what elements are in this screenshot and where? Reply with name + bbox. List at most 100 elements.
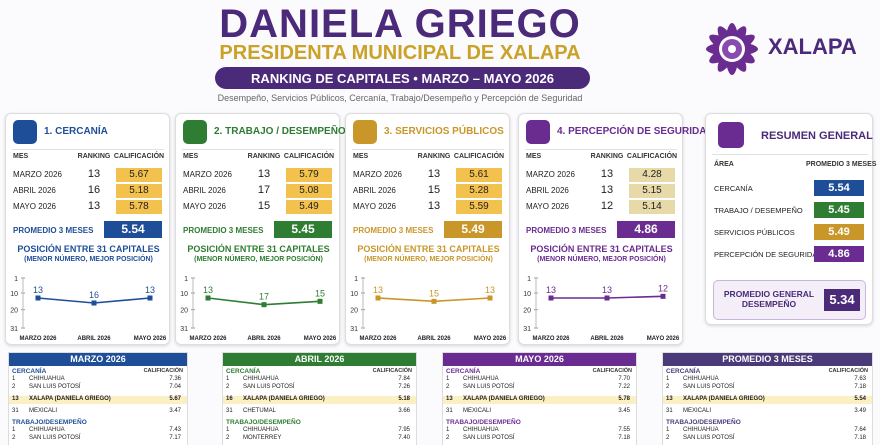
- ranking: 13: [600, 184, 614, 196]
- row-rank: 1: [12, 427, 16, 433]
- table-header: ABRIL 2026: [223, 353, 416, 366]
- row-name: CHIHUAHUA: [243, 376, 279, 382]
- table-title: MARZO 2026: [70, 354, 126, 364]
- row-name: XALAPA (DANIELA GRIEGO): [463, 396, 545, 402]
- ranking: 13: [427, 200, 441, 212]
- summary-icon: [718, 122, 744, 148]
- row-score: 3.45: [618, 408, 630, 414]
- average-label: PROMEDIO 3 MESES: [526, 226, 607, 235]
- y-tick-label: 10: [350, 291, 358, 298]
- area: TRABAJO / DESEMPEÑO: [714, 206, 803, 215]
- table-row: 1 CHIHUAHUA 7.36: [9, 376, 187, 384]
- row-name: CHIHUAHUA: [243, 427, 279, 433]
- average-label: PROMEDIO 3 MESES: [13, 226, 94, 235]
- section-title: CERCANÍA: [12, 368, 47, 375]
- y-tick-label: 31: [523, 326, 531, 333]
- column-header: MES: [526, 153, 542, 160]
- ranking-chart: 1 10 20 31 13 MARZO 2026 13 ABRIL 2026 12 MAYO 20…: [523, 276, 680, 342]
- rank-label: 15: [429, 288, 439, 298]
- x-tick-label: MARZO 2026: [19, 336, 57, 342]
- row-score: 5.54: [854, 396, 866, 402]
- score: 5.61: [456, 168, 502, 182]
- rank-point: [660, 293, 666, 299]
- y-tick-label: 1: [527, 276, 531, 283]
- month: MAYO 2026: [13, 202, 56, 211]
- x-tick-label: ABRIL 2026: [417, 336, 451, 342]
- table-row: 31 MEXICALI 3.45: [443, 408, 636, 416]
- row-name: CHETUMAL: [243, 408, 277, 414]
- row-score: 7.70: [618, 376, 630, 382]
- rank-point: [91, 300, 97, 306]
- row-name: SAN LUIS POTOSÍ: [683, 384, 735, 390]
- rank-label: 13: [145, 285, 155, 295]
- ranking: 13: [427, 168, 441, 180]
- section-title: CERCANÍA: [226, 368, 261, 375]
- rank-label: 12: [658, 283, 668, 293]
- row-rank: 1: [226, 376, 230, 382]
- table-title: MAYO 2026: [515, 354, 564, 364]
- row-score: 7.22: [618, 384, 630, 390]
- month: MAYO 2026: [526, 202, 569, 211]
- row-rank: 1: [446, 376, 450, 382]
- row-name: XALAPA (DANIELA GRIEGO): [29, 396, 111, 402]
- area: SERVICIOS PÚBLICOS: [714, 228, 795, 237]
- table-row: 1 CHIHUAHUA 7.84: [223, 376, 416, 384]
- table-row: 2 SAN LUIS POTOSÍ 7.22: [443, 384, 636, 392]
- row-name: CHIHUAHUA: [683, 376, 719, 382]
- general-label: PROMEDIO GENERAL DESEMPEÑO: [723, 289, 815, 309]
- rank-point: [487, 295, 493, 301]
- column-header: RANKING: [77, 153, 111, 160]
- row-rank: 2: [666, 435, 670, 441]
- x-tick-label: ABRIL 2026: [590, 336, 624, 342]
- row-rank: 13: [12, 396, 19, 402]
- y-tick-label: 20: [523, 308, 531, 315]
- table-row: 16 XALAPA (DANIELA GRIEGO) 5.18: [223, 396, 416, 404]
- row-rank: 2: [12, 384, 16, 390]
- title: DANIELA GRIEGO: [219, 2, 581, 46]
- position-title: POSICIÓN ENTRE 31 CAPITALES: [357, 244, 500, 254]
- x-tick-label: MAYO 2026: [647, 336, 680, 342]
- rank-label: 13: [33, 285, 43, 295]
- summary-panel: RESUMEN GENERAL ÁREA PROMEDIO 3 MESES CERCA…: [705, 113, 876, 325]
- x-tick-label: ABRIL 2026: [77, 336, 111, 342]
- table-row: 2 SAN LUIS POTOSÍ 7.26: [223, 384, 416, 392]
- row-name: CHIHUAHUA: [29, 376, 65, 382]
- column-header: RANKING: [590, 153, 624, 160]
- average-value: 5.45: [274, 221, 332, 238]
- row-score: 7.26: [398, 384, 410, 390]
- table-row: 1 CHIHUAHUA 7.63: [663, 376, 872, 384]
- row-rank: 1: [666, 427, 670, 433]
- y-tick-label: 31: [180, 326, 188, 333]
- row-name: MEXICALI: [683, 408, 712, 414]
- score: 5.67: [116, 168, 162, 182]
- ranking: 17: [257, 184, 271, 196]
- month: ABRIL 2026: [13, 186, 56, 195]
- panel-icon: [183, 120, 207, 144]
- table-row: 2 SAN LUIS POTOSÍ 7.18: [663, 435, 872, 443]
- row-name: CHIHUAHUA: [683, 427, 719, 433]
- table-row: 1 CHIHUAHUA 7.70: [443, 376, 636, 384]
- panel-title: 2. TRABAJO / DESEMPEÑO: [214, 126, 346, 137]
- month: ABRIL 2026: [353, 186, 396, 195]
- row-rank: 31: [666, 408, 673, 414]
- ranking: 13: [87, 168, 101, 180]
- score: 5.18: [116, 184, 162, 198]
- x-tick-label: MARZO 2026: [189, 336, 227, 342]
- month: ABRIL 2026: [183, 186, 226, 195]
- row-score: 3.49: [854, 408, 866, 414]
- row-rank: 2: [226, 435, 230, 441]
- column-header: CALIFICACIÓN: [113, 153, 165, 160]
- row-score: 5.18: [398, 396, 410, 402]
- table-row: 2 SAN LUIS POTOSÍ 7.18: [663, 384, 872, 392]
- area-value: 5.45: [814, 202, 864, 218]
- score: 5.59: [456, 200, 502, 214]
- average-value: 5.54: [104, 221, 162, 238]
- panel-icon: [13, 120, 37, 144]
- position-note: (MENOR NÚMERO, MEJOR POSICIÓN): [537, 256, 666, 263]
- table-header: MARZO 2026: [9, 353, 187, 366]
- row-score: 7.04: [169, 384, 181, 390]
- average-value: 5.49: [444, 221, 502, 238]
- x-tick-label: MARZO 2026: [359, 336, 397, 342]
- rank-label: 13: [373, 285, 383, 295]
- row-rank: 13: [446, 396, 453, 402]
